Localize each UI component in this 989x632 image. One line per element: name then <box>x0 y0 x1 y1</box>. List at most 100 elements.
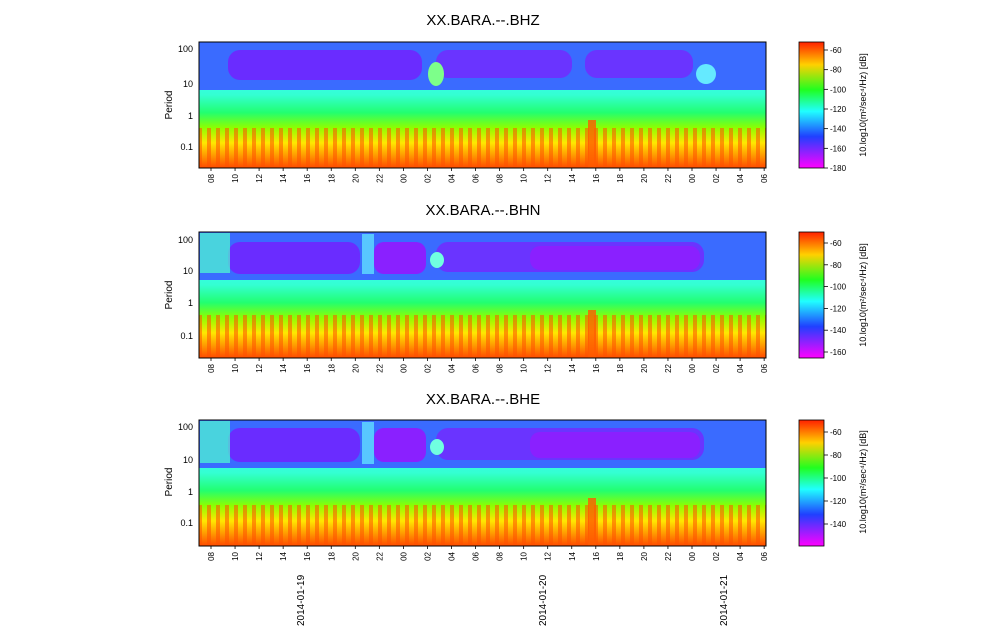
x-tick-label: 14 <box>568 551 577 560</box>
y-tick-label: 10 <box>183 455 193 465</box>
y-tick-label: 1 <box>188 487 193 497</box>
x-tick-label: 08 <box>207 363 216 372</box>
x-tick-label: 22 <box>375 173 384 182</box>
colorbar-bhe: -60 -80 -100 -120 -140 10.log10(m²/sec⁴/Hz) … <box>798 419 868 547</box>
y-axis: 100 10 1 0.1 <box>178 235 193 341</box>
x-tick-label: 16 <box>592 363 601 372</box>
colorbar-tick-label: -80 <box>830 451 842 460</box>
colorbar-ticks: -60 -80 -100 -120 -140 <box>824 428 847 529</box>
x-tick-label: 00 <box>688 363 697 372</box>
x-tick-label: 06 <box>472 551 481 560</box>
x-tick-label: 12 <box>255 173 264 182</box>
x-tick-label: 22 <box>375 363 384 372</box>
y-tick-label: 1 <box>188 298 193 308</box>
x-tick-label: 02 <box>712 551 721 560</box>
date-labels: 2014-01-19 2014-01-20 2014-01-21 <box>296 574 730 626</box>
x-tick-label: 14 <box>279 363 288 372</box>
heatmap-bhn <box>199 232 766 358</box>
panel-title: XX.BARA.--.BHZ <box>426 12 539 29</box>
x-tick-label: 04 <box>736 173 745 182</box>
x-tick-label: 12 <box>255 363 264 372</box>
x-tick-label: 02 <box>423 551 432 560</box>
date-label: 2014-01-21 <box>719 574 730 626</box>
colorbar-bhz: -60 -80 -100 -120 -140 -160 -180 10.log10(m²/s… <box>798 41 868 173</box>
colorbar-tick-label: -80 <box>830 66 842 75</box>
x-axis: 08 10 12 14 16 18 20 22 00 02 04 06 08 10 12 14 16 18 20 22… <box>207 546 769 561</box>
x-tick-label: 08 <box>207 551 216 560</box>
x-tick-label: 00 <box>688 551 697 560</box>
colorbar-ticks: -60 -80 -100 -120 -140 -160 <box>824 239 847 357</box>
y-axis-label: Period <box>164 91 175 120</box>
x-tick-label: 08 <box>207 173 216 182</box>
x-tick-label: 10 <box>520 363 529 372</box>
y-tick-label: 100 <box>178 44 193 54</box>
x-tick-label: 18 <box>616 173 625 182</box>
y-axis-label: Period <box>164 468 175 497</box>
y-tick-label: 0.1 <box>180 142 193 152</box>
x-tick-label: 14 <box>279 173 288 182</box>
panel-bhe: XX.BARA.--.BHE 100 10 1 0.1 Period 08 10 1… <box>164 391 868 626</box>
x-tick-label: 18 <box>327 551 336 560</box>
x-tick-label: 20 <box>640 363 649 372</box>
x-tick-label: 04 <box>448 173 457 182</box>
x-tick-label: 06 <box>472 173 481 182</box>
x-tick-label: 00 <box>399 551 408 560</box>
x-tick-label: 08 <box>496 173 505 182</box>
colorbar-tick-label: -100 <box>830 283 847 292</box>
x-tick-label: 16 <box>303 551 312 560</box>
heatmap-bhe <box>199 420 766 546</box>
x-tick-label: 06 <box>760 173 769 182</box>
colorbar-tick-label: -60 <box>830 46 842 55</box>
x-tick-label: 18 <box>616 363 625 372</box>
colorbar-tick-label: -80 <box>830 261 842 270</box>
x-tick-label: 06 <box>760 363 769 372</box>
x-tick-label: 20 <box>351 363 360 372</box>
x-tick-label: 10 <box>520 173 529 182</box>
x-tick-label: 12 <box>544 173 553 182</box>
colorbar-tick-label: -100 <box>830 474 847 483</box>
x-tick-label: 00 <box>688 173 697 182</box>
x-tick-label: 20 <box>351 551 360 560</box>
x-tick-label: 10 <box>520 551 529 560</box>
panel-bhz: XX.BARA.--.BHZ 100 10 1 0.1 Period 08 10 1… <box>164 12 868 183</box>
colorbar-tick-label: -180 <box>830 164 847 173</box>
x-tick-label: 06 <box>760 551 769 560</box>
y-tick-label: 10 <box>183 266 193 276</box>
colorbar-ticks: -60 -80 -100 -120 -140 -160 -180 <box>824 46 847 173</box>
x-tick-label: 10 <box>231 363 240 372</box>
colorbar-tick-label: -100 <box>830 85 847 94</box>
colorbar-label: 10.log10(m²/sec⁴/Hz) [dB] <box>858 243 868 346</box>
plot-frame <box>198 419 767 547</box>
colorbar-tick-label: -140 <box>830 520 847 529</box>
plot-frame <box>198 231 767 359</box>
y-tick-label: 1 <box>188 111 193 121</box>
colorbar-tick-label: -120 <box>830 105 847 114</box>
x-tick-label: 14 <box>568 363 577 372</box>
y-tick-label: 0.1 <box>180 331 193 341</box>
x-tick-label: 10 <box>231 173 240 182</box>
colorbar-tick-label: -140 <box>830 125 847 134</box>
x-tick-label: 10 <box>231 551 240 560</box>
y-tick-label: 100 <box>178 235 193 245</box>
date-label: 2014-01-19 <box>296 574 307 626</box>
x-tick-label: 22 <box>664 551 673 560</box>
x-tick-label: 18 <box>327 363 336 372</box>
panel-bhn: XX.BARA.--.BHN 100 10 1 0.1 Period 08 10 1… <box>164 202 868 373</box>
colorbar-tick-label: -160 <box>830 348 847 357</box>
y-axis: 100 10 1 0.1 <box>178 44 193 152</box>
x-tick-label: 16 <box>592 173 601 182</box>
x-tick-label: 18 <box>327 173 336 182</box>
y-tick-label: 0.1 <box>180 518 193 528</box>
x-tick-label: 18 <box>616 551 625 560</box>
x-tick-label: 02 <box>712 173 721 182</box>
y-axis-label: Period <box>164 281 175 310</box>
x-tick-label: 02 <box>423 173 432 182</box>
x-tick-label: 14 <box>568 173 577 182</box>
x-tick-label: 22 <box>664 363 673 372</box>
x-tick-label: 20 <box>351 173 360 182</box>
heatmap-bhz <box>199 42 766 168</box>
x-tick-label: 16 <box>303 173 312 182</box>
x-axis: 08 10 12 14 16 18 20 22 00 02 04 06 08 10 12 14 16 18 20 22… <box>207 358 769 373</box>
x-tick-label: 12 <box>544 551 553 560</box>
